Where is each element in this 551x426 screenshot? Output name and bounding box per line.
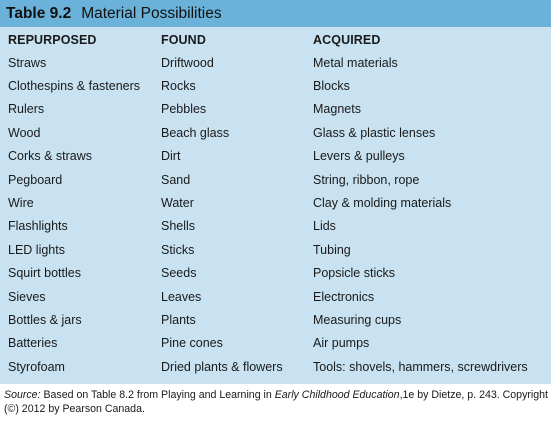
cell-found: Plants [161,312,196,327]
cell-acquired: Levers & pulleys [313,149,405,164]
cell-acquired: Tools: shovels, hammers, screwdrivers [313,359,528,374]
table-row: Wire Water Clay & molding materials [0,191,551,214]
table-row: Squirt bottles Seeds Popsicle sticks [0,262,551,285]
cell-acquired: String, ribbon, rope [313,172,420,187]
table-title-bar: Table 9.2 Material Possibilities [0,0,551,27]
cell-repurposed: Wood [8,125,41,140]
header-found: FOUND [161,33,206,47]
cell-repurposed: Sieves [8,289,46,304]
cell-repurposed: Straws [8,55,47,70]
cell-repurposed: Clothespins & fasteners [8,79,141,94]
source-text-after: ,1e by Dietze, p. 243. Copyright (©) 201… [4,389,548,415]
cell-found: Pebbles [161,102,207,117]
cell-repurposed: Flashlights [8,219,68,234]
cell-found: Dried plants & flowers [161,359,283,374]
table-row: Bottles & jars Plants Measuring cups [0,308,551,331]
cell-acquired: Metal materials [313,55,398,70]
table-row: Corks & straws Dirt Levers & pulleys [0,145,551,168]
source-note: Source: Based on Table 8.2 from Playing … [4,388,549,416]
cell-found: Driftwood [161,55,214,70]
cell-found: Rocks [161,79,196,94]
source-text-before: Based on Table 8.2 from Playing and Lear… [40,389,275,401]
source-label: Source: [4,389,41,401]
table-row: Pegboard Sand String, ribbon, rope [0,168,551,191]
table-row: Rulers Pebbles Magnets [0,98,551,121]
cell-repurposed: Styrofoam [8,359,65,374]
table-row: Sieves Leaves Electronics [0,285,551,308]
cell-repurposed: Pegboard [8,172,63,187]
table-number: Table 9.2 [6,4,72,22]
cell-repurposed: Wire [8,196,34,211]
table-row: Clothespins & fasteners Rocks Blocks [0,74,551,97]
cell-found: Dirt [161,149,181,164]
cell-acquired: Lids [313,219,336,234]
cell-repurposed: Batteries [8,336,58,351]
material-table: Table 9.2 Material Possibilities REPURPO… [0,0,551,384]
table-row: Flashlights Shells Lids [0,215,551,238]
cell-acquired: Popsicle sticks [313,266,395,281]
cell-acquired: Electronics [313,289,375,304]
cell-found: Leaves [161,289,202,304]
cell-found: Shells [161,219,196,234]
table-row: Styrofoam Dried plants & flowers Tools: sh… [0,355,551,378]
cell-found: Beach glass [161,125,230,140]
header-repurposed: REPURPOSED [8,33,97,47]
cell-acquired: Magnets [313,102,361,117]
cell-found: Sticks [161,242,195,257]
cell-repurposed: LED lights [8,242,65,257]
table-row: Wood Beach glass Glass & plastic lenses [0,121,551,144]
cell-repurposed: Corks & straws [8,149,93,164]
cell-acquired: Air pumps [313,336,370,351]
cell-found: Water [161,196,194,211]
table-row: Straws Driftwood Metal materials [0,51,551,74]
cell-repurposed: Rulers [8,102,45,117]
table-row: LED lights Sticks Tubing [0,238,551,261]
cell-acquired: Tubing [313,242,351,257]
cell-repurposed: Squirt bottles [8,266,81,281]
cell-acquired: Clay & molding materials [313,196,452,211]
table-header-row: REPURPOSED FOUND ACQUIRED [0,29,551,51]
table-row: Batteries Pine cones Air pumps [0,332,551,355]
table-body: Straws Driftwood Metal materials Clothespin… [0,51,551,378]
source-book-title: Early Childhood Education [274,389,400,401]
cell-acquired: Blocks [313,79,350,94]
cell-repurposed: Bottles & jars [8,312,82,327]
cell-acquired: Glass & plastic lenses [313,125,436,140]
table-title: Material Possibilities [81,4,222,22]
cell-acquired: Measuring cups [313,312,402,327]
cell-found: Seeds [161,266,197,281]
header-acquired: ACQUIRED [313,33,381,47]
cell-found: Sand [161,172,191,187]
cell-found: Pine cones [161,336,223,351]
